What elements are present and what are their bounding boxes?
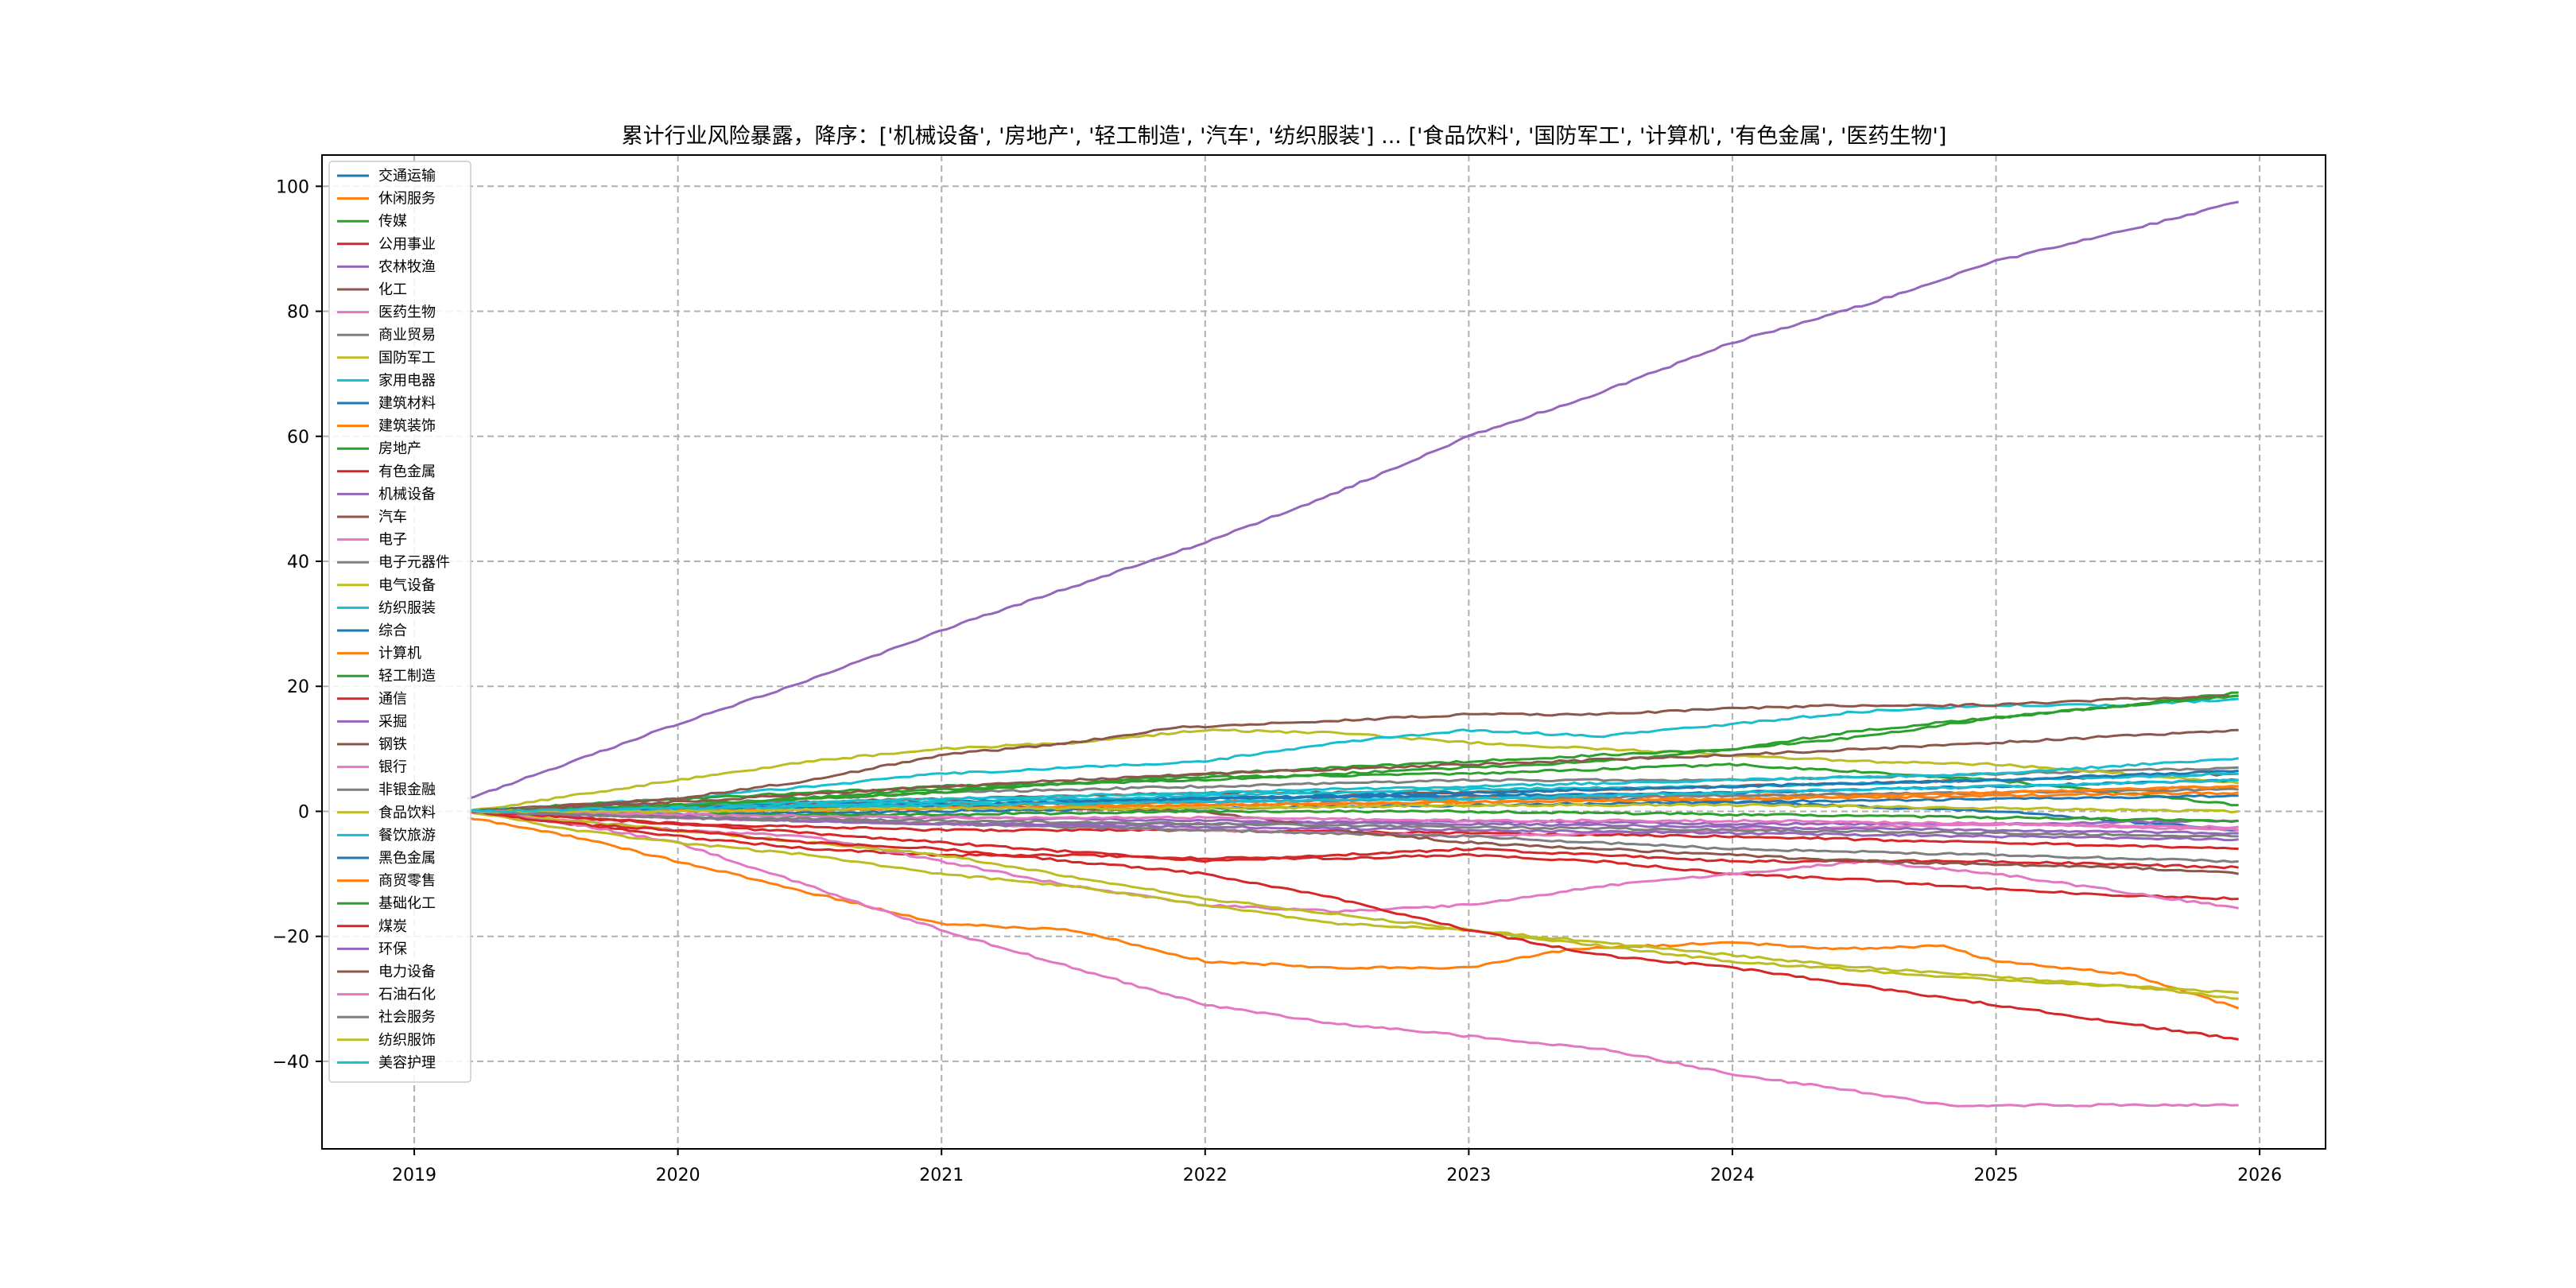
- legend-label: 非银金融: [378, 782, 436, 798]
- y-tick-label: 0: [298, 802, 309, 822]
- legend-label: 商贸零售: [378, 873, 436, 890]
- x-tick-label: 2024: [1710, 1166, 1755, 1185]
- series-line-26: [467, 810, 2239, 1108]
- legend-label: 美容护理: [378, 1054, 436, 1071]
- legend-label: 公用事业: [378, 236, 436, 253]
- series-line-15: [467, 694, 2239, 813]
- x-tick-label: 2025: [1974, 1166, 2019, 1185]
- legend-label: 食品饮料: [378, 805, 436, 821]
- series-line-30: [467, 769, 2239, 813]
- y-tick-label: 20: [287, 677, 309, 697]
- legend-label: 社会服务: [378, 1009, 436, 1026]
- legend-label: 石油石化: [378, 987, 436, 1003]
- legend-label: 农林牧渔: [378, 258, 436, 275]
- x-tick-label: 2021: [919, 1166, 964, 1185]
- series-line-19: [467, 757, 2239, 813]
- axes: 2019 2020 2021 2022 2023 2024 2025 2026 −40 −20 0 2…: [273, 177, 2283, 1185]
- legend-label: 汽车: [378, 509, 407, 526]
- legend-label: 电力设备: [378, 964, 436, 980]
- legend-label: 轻工制造: [378, 668, 436, 685]
- legend-label: 电气设备: [378, 577, 436, 594]
- legend-label: 家用电器: [378, 372, 436, 389]
- y-tick-label: −40: [273, 1053, 309, 1073]
- y-tick-label: 100: [276, 177, 309, 197]
- y-tick-label: 40: [287, 553, 309, 572]
- x-tick-label: 2020: [656, 1166, 700, 1185]
- legend-label: 电子元器件: [378, 554, 450, 571]
- legend-label: 基础化工: [378, 895, 436, 912]
- legend-label: 建筑材料: [378, 395, 436, 412]
- series-line-36: [467, 809, 2239, 829]
- series-line-12: [467, 691, 2239, 813]
- legend-label: 银行: [378, 759, 407, 776]
- legend-box: [328, 161, 471, 1083]
- y-tick-label: 80: [287, 303, 309, 323]
- legend-label: 通信: [378, 691, 407, 708]
- series-line-8: [467, 728, 2239, 813]
- legend-label: 休闲服务: [378, 191, 436, 208]
- legend-label: 有色金属: [378, 464, 436, 480]
- legend-label: 环保: [378, 941, 407, 957]
- y-tick-label: 60: [287, 428, 309, 448]
- legend-label: 化工: [378, 281, 407, 298]
- legend-label: 医药生物: [378, 305, 436, 321]
- series-line-38: [467, 802, 2239, 814]
- series-line-13: [467, 810, 2239, 901]
- series-line-39: [467, 778, 2239, 813]
- legend-label: 交通运输: [378, 168, 436, 184]
- series-line-14: [467, 200, 2239, 801]
- legend-label: 计算机: [378, 646, 421, 662]
- legend-label: 餐饮旅游: [378, 827, 436, 844]
- series-line-33: [467, 810, 2239, 1041]
- plot-area-frame: [321, 154, 2326, 1150]
- series-line-28: [467, 810, 2239, 1000]
- x-tick-label: 2022: [1183, 1166, 1228, 1185]
- x-tick-label: 2019: [392, 1166, 436, 1185]
- series-line-16: [467, 810, 2239, 914]
- legend-label: 建筑装饰: [378, 418, 436, 435]
- legend-label: 纺织服装: [378, 599, 436, 616]
- legend-label: 煤炭: [378, 918, 407, 935]
- series-line-23: [467, 809, 2239, 870]
- legend-label: 传媒: [378, 213, 407, 230]
- series-line-1: [467, 816, 2240, 1010]
- x-tick-label: 2023: [1446, 1166, 1491, 1185]
- legend: 交通运输休闲服务传媒公用事业农林牧渔化工医药生物商业贸易国防军工家用电器建筑材料…: [328, 161, 471, 1083]
- chart-title: 累计行业风险暴露，降序：['机械设备', '房地产', '轻工制造', '汽车'…: [622, 124, 1947, 149]
- series-line-35: [467, 728, 2239, 813]
- series-line-9: [467, 697, 2239, 813]
- y-tick-label: −20: [273, 928, 309, 948]
- legend-label: 商业贸易: [378, 327, 436, 343]
- legend-label: 黑色金属: [378, 850, 436, 867]
- legend-label: 机械设备: [378, 486, 436, 502]
- series-lines: [467, 200, 2240, 1108]
- series-line-37: [467, 809, 2239, 838]
- x-tick-label: 2026: [2237, 1166, 2282, 1185]
- series-line-17: [467, 810, 2239, 863]
- legend-label: 钢铁: [378, 736, 407, 753]
- legend-label: 采掘: [378, 713, 407, 730]
- legend-label: 综合: [378, 623, 407, 639]
- series-line-22: [467, 694, 2239, 813]
- legend-label: 国防军工: [378, 350, 436, 367]
- legend-label: 电子: [378, 532, 407, 549]
- legend-label: 房地产: [378, 440, 421, 457]
- legend-label: 纺织服饰: [378, 1032, 436, 1049]
